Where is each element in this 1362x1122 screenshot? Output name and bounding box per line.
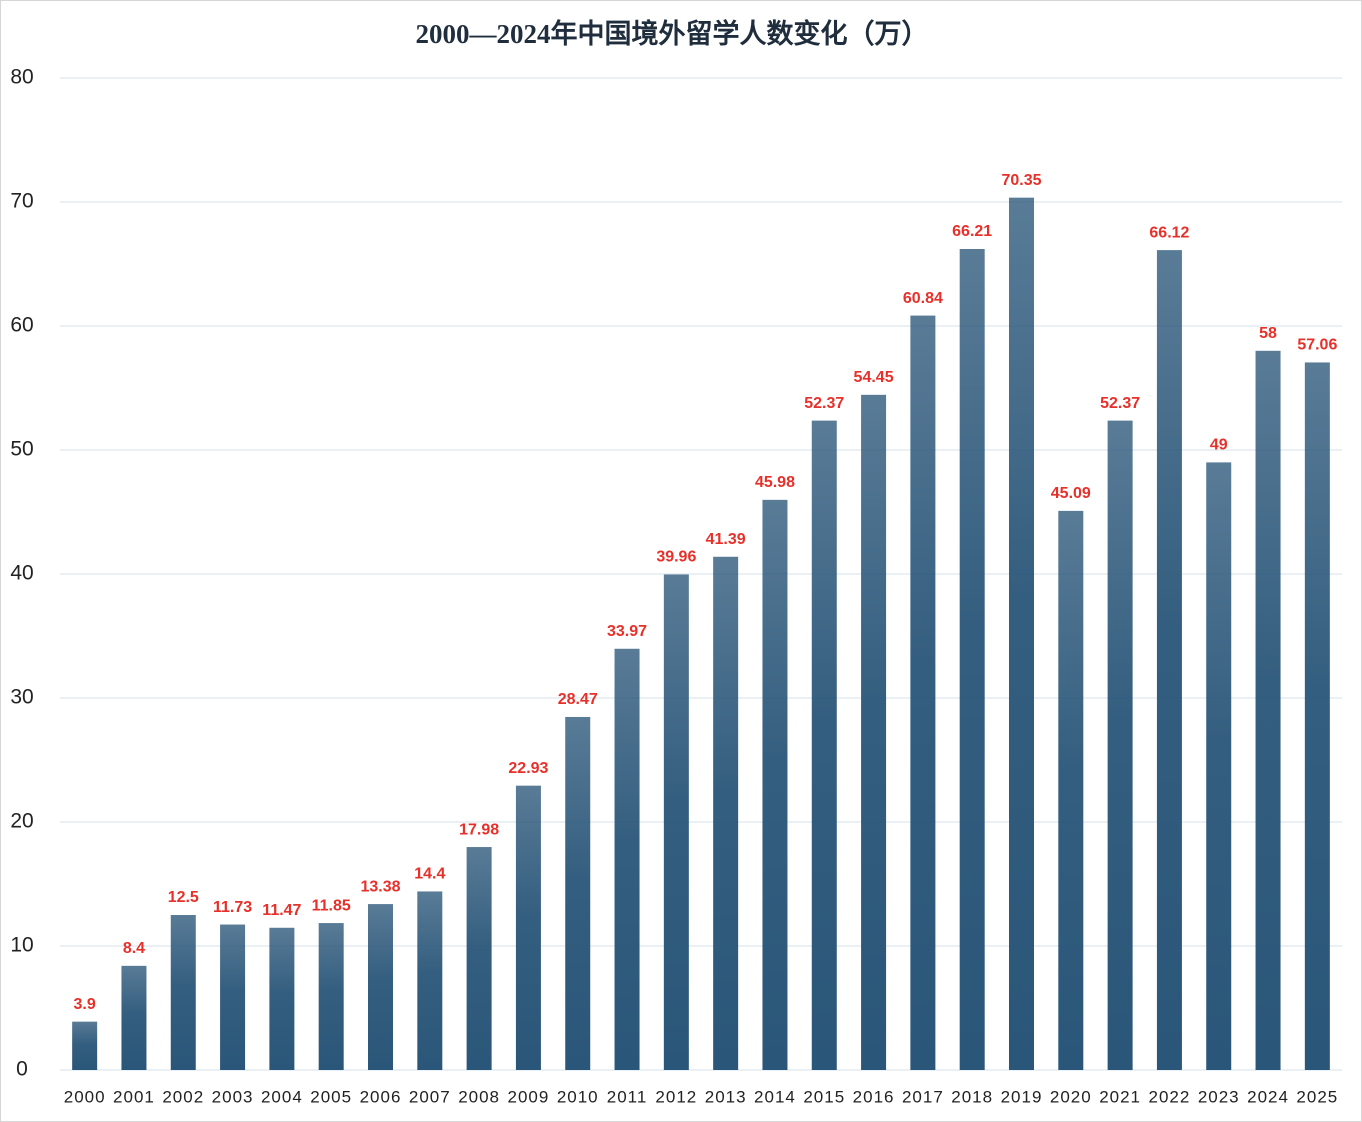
y-tick-label: 70 bbox=[10, 190, 33, 213]
value-label: 14.4 bbox=[414, 866, 445, 883]
value-label: 52.37 bbox=[804, 395, 844, 412]
x-tick-label: 2009 bbox=[508, 1087, 550, 1106]
value-label: 8.4 bbox=[123, 940, 145, 957]
bar bbox=[417, 891, 443, 1070]
bar bbox=[1156, 250, 1182, 1070]
value-label: 45.98 bbox=[755, 474, 795, 491]
x-tick-label: 2019 bbox=[1001, 1087, 1043, 1106]
x-tick-label: 2004 bbox=[261, 1087, 303, 1106]
x-tick-label: 2025 bbox=[1296, 1087, 1338, 1106]
value-label: 28.47 bbox=[558, 691, 598, 708]
value-label: 54.45 bbox=[854, 369, 894, 386]
x-tick-label: 2015 bbox=[803, 1087, 845, 1106]
bar bbox=[959, 248, 985, 1071]
y-tick-label: 50 bbox=[10, 438, 33, 461]
bar bbox=[910, 315, 936, 1071]
y-tick-label: 40 bbox=[10, 562, 33, 585]
y-tick-label: 20 bbox=[10, 810, 33, 833]
x-tick-label: 2021 bbox=[1099, 1087, 1141, 1106]
bar bbox=[614, 648, 640, 1070]
value-label: 52.37 bbox=[1100, 395, 1140, 412]
value-label: 45.09 bbox=[1051, 485, 1091, 502]
x-tick-label: 2016 bbox=[853, 1087, 895, 1106]
value-label: 22.93 bbox=[508, 760, 548, 777]
value-label: 60.84 bbox=[903, 290, 943, 307]
x-tick-label: 2003 bbox=[212, 1087, 254, 1106]
x-tick-label: 2000 bbox=[64, 1087, 106, 1106]
x-tick-label: 2012 bbox=[655, 1087, 697, 1106]
value-label: 66.12 bbox=[1149, 224, 1189, 241]
value-label: 11.47 bbox=[262, 902, 301, 919]
x-tick-label: 2020 bbox=[1050, 1087, 1092, 1106]
bar bbox=[565, 716, 591, 1070]
x-tick-label: 2007 bbox=[409, 1087, 451, 1106]
bar bbox=[1009, 197, 1034, 1070]
value-label: 39.96 bbox=[656, 549, 696, 566]
bar bbox=[72, 1021, 98, 1070]
bar bbox=[318, 923, 344, 1070]
x-tick-label: 2013 bbox=[705, 1087, 747, 1106]
bar bbox=[269, 927, 295, 1070]
value-label: 11.73 bbox=[213, 899, 252, 916]
bar bbox=[170, 915, 196, 1070]
x-tick-label: 2017 bbox=[902, 1087, 944, 1106]
x-tick-label: 2008 bbox=[458, 1087, 500, 1106]
value-label: 70.35 bbox=[1001, 172, 1041, 189]
x-tick-label: 2018 bbox=[951, 1087, 993, 1106]
x-tick-label: 2011 bbox=[607, 1087, 648, 1106]
y-tick-label: 60 bbox=[10, 314, 33, 337]
bar bbox=[1107, 420, 1133, 1070]
value-label: 17.98 bbox=[459, 821, 499, 838]
value-label: 58 bbox=[1259, 325, 1277, 342]
value-label: 57.06 bbox=[1297, 337, 1337, 354]
bar bbox=[811, 420, 837, 1070]
bar bbox=[121, 965, 147, 1070]
y-tick-label: 0 bbox=[16, 1058, 28, 1081]
bar bbox=[515, 785, 541, 1070]
x-tick-label: 2014 bbox=[754, 1087, 796, 1106]
bar bbox=[466, 847, 492, 1070]
value-label: 66.21 bbox=[952, 223, 992, 240]
bar bbox=[861, 394, 887, 1070]
x-tick-label: 2010 bbox=[557, 1087, 599, 1106]
x-tick-label: 2002 bbox=[162, 1087, 204, 1106]
y-tick-label: 10 bbox=[10, 934, 33, 957]
value-label: 11.85 bbox=[312, 897, 351, 914]
value-label: 33.97 bbox=[607, 623, 647, 640]
value-label: 41.39 bbox=[706, 531, 746, 548]
bar bbox=[368, 904, 393, 1070]
value-label: 13.38 bbox=[360, 878, 400, 895]
y-tick-label: 80 bbox=[10, 66, 33, 89]
x-tick-label: 2001 bbox=[113, 1087, 155, 1106]
x-tick-label: 2024 bbox=[1247, 1087, 1289, 1106]
bar bbox=[663, 574, 689, 1070]
bar bbox=[1058, 510, 1084, 1070]
value-label: 12.5 bbox=[168, 889, 199, 906]
x-tick-label: 2006 bbox=[360, 1087, 402, 1106]
bar bbox=[1206, 462, 1232, 1070]
value-label: 49 bbox=[1210, 437, 1228, 454]
bar bbox=[220, 924, 246, 1070]
bar bbox=[1255, 350, 1281, 1070]
bar bbox=[713, 556, 739, 1070]
bar bbox=[1304, 362, 1330, 1070]
chart-title: 2000—2024年中国境外留学人数变化（万） bbox=[416, 18, 929, 49]
value-label: 3.9 bbox=[74, 996, 96, 1013]
x-tick-label: 2022 bbox=[1149, 1087, 1191, 1106]
x-tick-label: 2005 bbox=[310, 1087, 352, 1106]
bar bbox=[762, 499, 788, 1070]
x-tick-label: 2023 bbox=[1198, 1087, 1240, 1106]
y-tick-label: 30 bbox=[10, 686, 33, 709]
